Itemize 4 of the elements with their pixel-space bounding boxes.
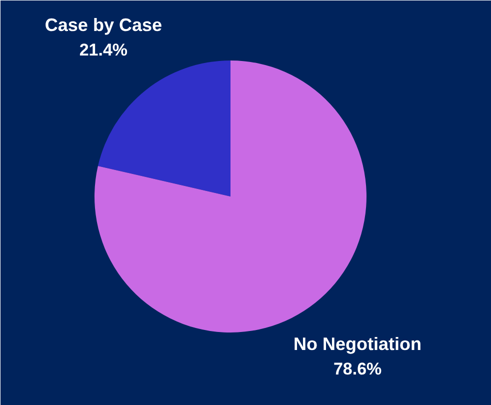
- data-label: 21.4%: [79, 40, 128, 60]
- data-label: 78.6%: [333, 360, 382, 379]
- slice-label: Case by Case: [44, 14, 162, 35]
- slice-label: No Negotiation: [294, 334, 422, 354]
